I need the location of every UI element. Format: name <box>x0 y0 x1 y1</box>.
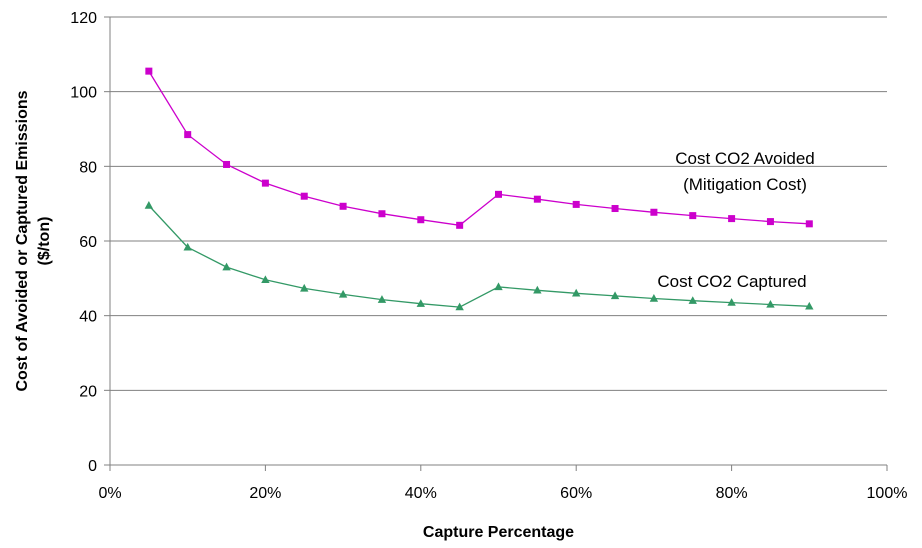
y-tick-label: 120 <box>70 10 97 27</box>
x-tick-label: 60% <box>560 485 592 502</box>
x-tick-label: 0% <box>98 485 121 502</box>
data-point <box>222 262 231 271</box>
data-point <box>184 131 192 139</box>
data-point <box>183 242 192 251</box>
series-line-avoided <box>148 70 810 226</box>
data-point <box>261 179 269 187</box>
y-axis-title-unit: ($/ton) <box>36 217 53 266</box>
x-tick-label: 20% <box>249 485 281 502</box>
data-point <box>456 221 464 229</box>
series-avoided <box>145 67 813 229</box>
data-point <box>494 282 503 291</box>
x-tick-label: 40% <box>405 485 437 502</box>
data-point <box>728 215 736 223</box>
data-point <box>495 190 502 198</box>
data-point <box>339 202 347 210</box>
data-point <box>650 208 658 216</box>
data-point <box>649 293 659 302</box>
series-labels: Cost CO2 Avoided (Mitigation Cost) Cost CO… <box>657 149 814 291</box>
series-line-captured <box>148 205 810 308</box>
data-point <box>766 299 775 308</box>
data-point <box>533 285 542 294</box>
y-axis-title: Cost of Avoided or Captured Emissions <box>14 90 31 391</box>
data-point <box>455 302 464 311</box>
y-tick-label: 80 <box>79 159 97 176</box>
data-point <box>533 195 541 203</box>
data-point <box>689 212 697 220</box>
data-point <box>223 160 231 168</box>
data-point <box>572 288 581 297</box>
data-point <box>610 291 620 300</box>
data-point <box>611 205 619 213</box>
y-tick-label: 0 <box>88 458 97 475</box>
y-tick-label: 100 <box>70 85 97 102</box>
x-tick-label: 80% <box>716 485 748 502</box>
data-point <box>727 298 736 306</box>
x-axis-title: Capture Percentage <box>423 524 574 541</box>
series-label-avoided: (Mitigation Cost) <box>683 175 807 194</box>
series-label-captured: Cost CO2 Captured <box>657 272 806 291</box>
data-point <box>145 67 153 75</box>
data-point <box>300 283 309 292</box>
data-point <box>261 275 270 284</box>
data-point <box>417 216 425 224</box>
y-tick-label: 20 <box>79 383 97 400</box>
y-tick-label: 60 <box>79 234 97 251</box>
data-point <box>766 218 774 226</box>
data-point <box>377 295 387 303</box>
series <box>144 67 814 311</box>
data-point <box>805 220 813 228</box>
series-label-avoided: Cost CO2 Avoided <box>675 149 815 168</box>
data-point <box>805 301 814 310</box>
x-tick-label: 100% <box>867 485 908 502</box>
tick-labels: 0 20 40 60 80 100 120 0% 20% 40% 60% 80% 100% <box>70 10 907 502</box>
gridlines <box>110 16 887 391</box>
data-point <box>144 201 154 209</box>
series-captured <box>144 201 814 311</box>
data-point <box>338 289 348 298</box>
data-point <box>688 296 697 304</box>
data-point <box>416 299 425 307</box>
data-point <box>572 200 580 208</box>
data-point <box>378 210 386 218</box>
y-tick-label: 40 <box>79 309 97 326</box>
data-point <box>300 192 308 200</box>
